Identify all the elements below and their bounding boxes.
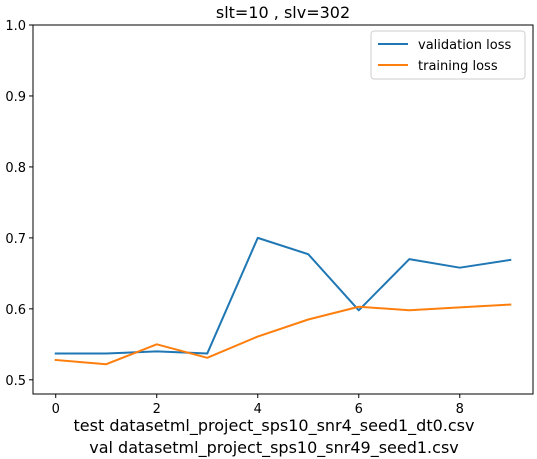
legend-label-validation-loss: validation loss [418,38,511,53]
y-tick-label: 0.8 [5,161,26,176]
series-line-validation-loss [54,236,512,355]
legend-label-training-loss: training loss [418,59,498,74]
legend: validation loss training loss [370,30,526,80]
y-tick-label: 0.9 [5,90,26,105]
x-tick-label: 8 [456,402,464,417]
y-tick-label: 0.7 [5,232,26,247]
series-line-training-loss [54,303,512,366]
x-tick-label: 4 [254,402,262,417]
plot-frame [32,24,534,395]
y-tick-label: 1.0 [5,19,26,34]
y-tick-label: 0.5 [5,374,26,389]
x-tick-label: 6 [355,402,363,417]
x-axis-label-line-1: test datasetml_project_sps10_snr4_seed1_… [74,416,475,436]
y-tick-label: 0.6 [5,303,26,318]
x-tick-label: 2 [153,402,161,417]
chart-title: slt=10 , slv=302 [216,3,350,22]
x-tick-label: 0 [52,402,60,417]
x-axis-label-line-2: val datasetml_project_sps10_snr49_seed1.… [89,438,459,458]
legend-box [370,30,526,80]
